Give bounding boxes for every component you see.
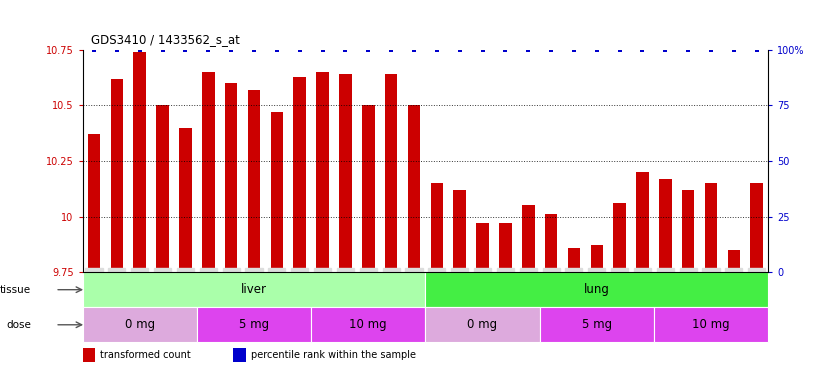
Bar xyxy=(591,245,603,272)
Text: 5 mg: 5 mg xyxy=(582,318,612,331)
Text: transformed count: transformed count xyxy=(100,350,191,360)
Bar xyxy=(271,112,283,272)
Bar xyxy=(156,106,169,272)
Text: tissue: tissue xyxy=(0,285,31,295)
Bar xyxy=(545,214,558,272)
Bar xyxy=(83,348,95,362)
Bar xyxy=(385,74,397,272)
Bar xyxy=(477,223,489,272)
Bar xyxy=(636,172,648,272)
Bar xyxy=(659,179,672,272)
Bar xyxy=(499,223,511,272)
Text: GDS3410 / 1433562_s_at: GDS3410 / 1433562_s_at xyxy=(91,33,240,46)
Bar xyxy=(311,307,425,342)
Bar xyxy=(705,183,717,272)
Bar xyxy=(425,307,539,342)
Bar xyxy=(234,348,246,362)
Bar xyxy=(248,90,260,272)
Bar xyxy=(430,183,443,272)
Bar xyxy=(539,307,654,342)
Bar xyxy=(567,248,580,272)
Text: 10 mg: 10 mg xyxy=(692,318,730,331)
Bar xyxy=(88,134,100,272)
Bar xyxy=(362,106,374,272)
Text: 10 mg: 10 mg xyxy=(349,318,387,331)
Text: 0 mg: 0 mg xyxy=(468,318,497,331)
Bar xyxy=(83,307,197,342)
Bar xyxy=(654,307,768,342)
Text: dose: dose xyxy=(7,320,31,330)
Bar xyxy=(225,83,237,272)
Bar xyxy=(202,72,215,272)
Bar xyxy=(83,272,425,307)
Bar xyxy=(408,106,420,272)
Text: percentile rank within the sample: percentile rank within the sample xyxy=(250,350,415,360)
Text: lung: lung xyxy=(584,283,610,296)
Bar xyxy=(453,190,466,272)
Bar xyxy=(293,76,306,272)
Bar xyxy=(197,307,311,342)
Bar xyxy=(425,272,768,307)
Bar xyxy=(522,205,534,272)
Bar xyxy=(339,74,352,272)
Bar xyxy=(134,52,146,272)
Bar xyxy=(614,203,626,272)
Bar xyxy=(728,250,740,272)
Bar xyxy=(682,190,695,272)
Bar xyxy=(111,79,123,272)
Text: 0 mg: 0 mg xyxy=(125,318,154,331)
Text: liver: liver xyxy=(241,283,267,296)
Bar xyxy=(179,128,192,272)
Text: 5 mg: 5 mg xyxy=(239,318,269,331)
Bar xyxy=(316,72,329,272)
Bar xyxy=(751,183,763,272)
